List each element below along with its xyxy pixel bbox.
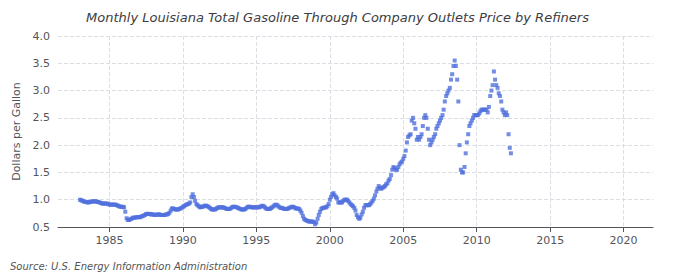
svg-text:1.5: 1.5 [33,166,51,179]
svg-text:1985: 1985 [95,234,123,247]
svg-text:3.0: 3.0 [33,84,51,97]
svg-text:Dollars per Gallon: Dollars per Gallon [10,82,23,181]
svg-text:Monthly Louisiana Total Gasoli: Monthly Louisiana Total Gasoline Through… [86,10,589,25]
svg-text:0.5: 0.5 [33,221,51,234]
svg-text:3.5: 3.5 [33,57,51,70]
svg-text:1990: 1990 [169,234,197,247]
svg-text:1995: 1995 [242,234,270,247]
svg-text:Source: U.S. Energy Informatio: Source: U.S. Energy Information Administ… [10,261,247,272]
svg-text:2015: 2015 [536,234,564,247]
svg-text:2.0: 2.0 [33,139,51,152]
svg-text:1.0: 1.0 [33,193,51,206]
svg-text:2010: 2010 [463,234,491,247]
svg-text:4.0: 4.0 [33,30,51,43]
svg-text:2.5: 2.5 [33,111,51,124]
svg-text:2020: 2020 [610,234,638,247]
svg-text:2000: 2000 [316,234,344,247]
svg-text:2005: 2005 [389,234,417,247]
